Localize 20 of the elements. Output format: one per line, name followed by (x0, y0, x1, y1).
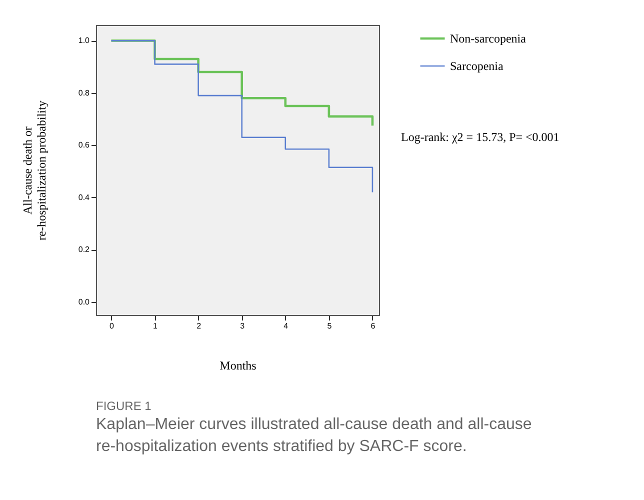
x-tick-label: 2 (196, 322, 202, 330)
x-tick-label: 1 (153, 322, 158, 330)
x-tick-label: 4 (284, 322, 289, 330)
legend-label: Non-sarcopenia (450, 32, 527, 46)
y-tick-label: 1.0 (78, 36, 90, 46)
text: Log-rank: χ2 = 15.73, P= <0.001 (401, 130, 560, 144)
y-tick-label: 0.0 (78, 297, 90, 306)
legend-label: Sarcopenia (450, 59, 504, 73)
y-tick-label: 0.8 (78, 88, 90, 98)
y-tick-label: 0.4 (78, 192, 90, 202)
text: Kaplan–Meier curves illustrated all-cause death and all-cause re-hospitalization events stratified by SARC-F score. (96, 416, 532, 455)
x-axis-title: Months (220, 358, 257, 372)
x-tick-label: 5 (327, 322, 332, 330)
y-tick-label: 0.6 (78, 140, 90, 150)
x-tick-label: 3 (240, 322, 246, 330)
text: FIGURE 1 (96, 399, 152, 413)
x-tick-label: 0 (110, 322, 115, 330)
y-tick-label: 0.2 (78, 245, 90, 254)
y-axis-title: All-cause death or re-hospitalization probability (20, 100, 48, 240)
x-tick-label: 6 (370, 322, 376, 330)
